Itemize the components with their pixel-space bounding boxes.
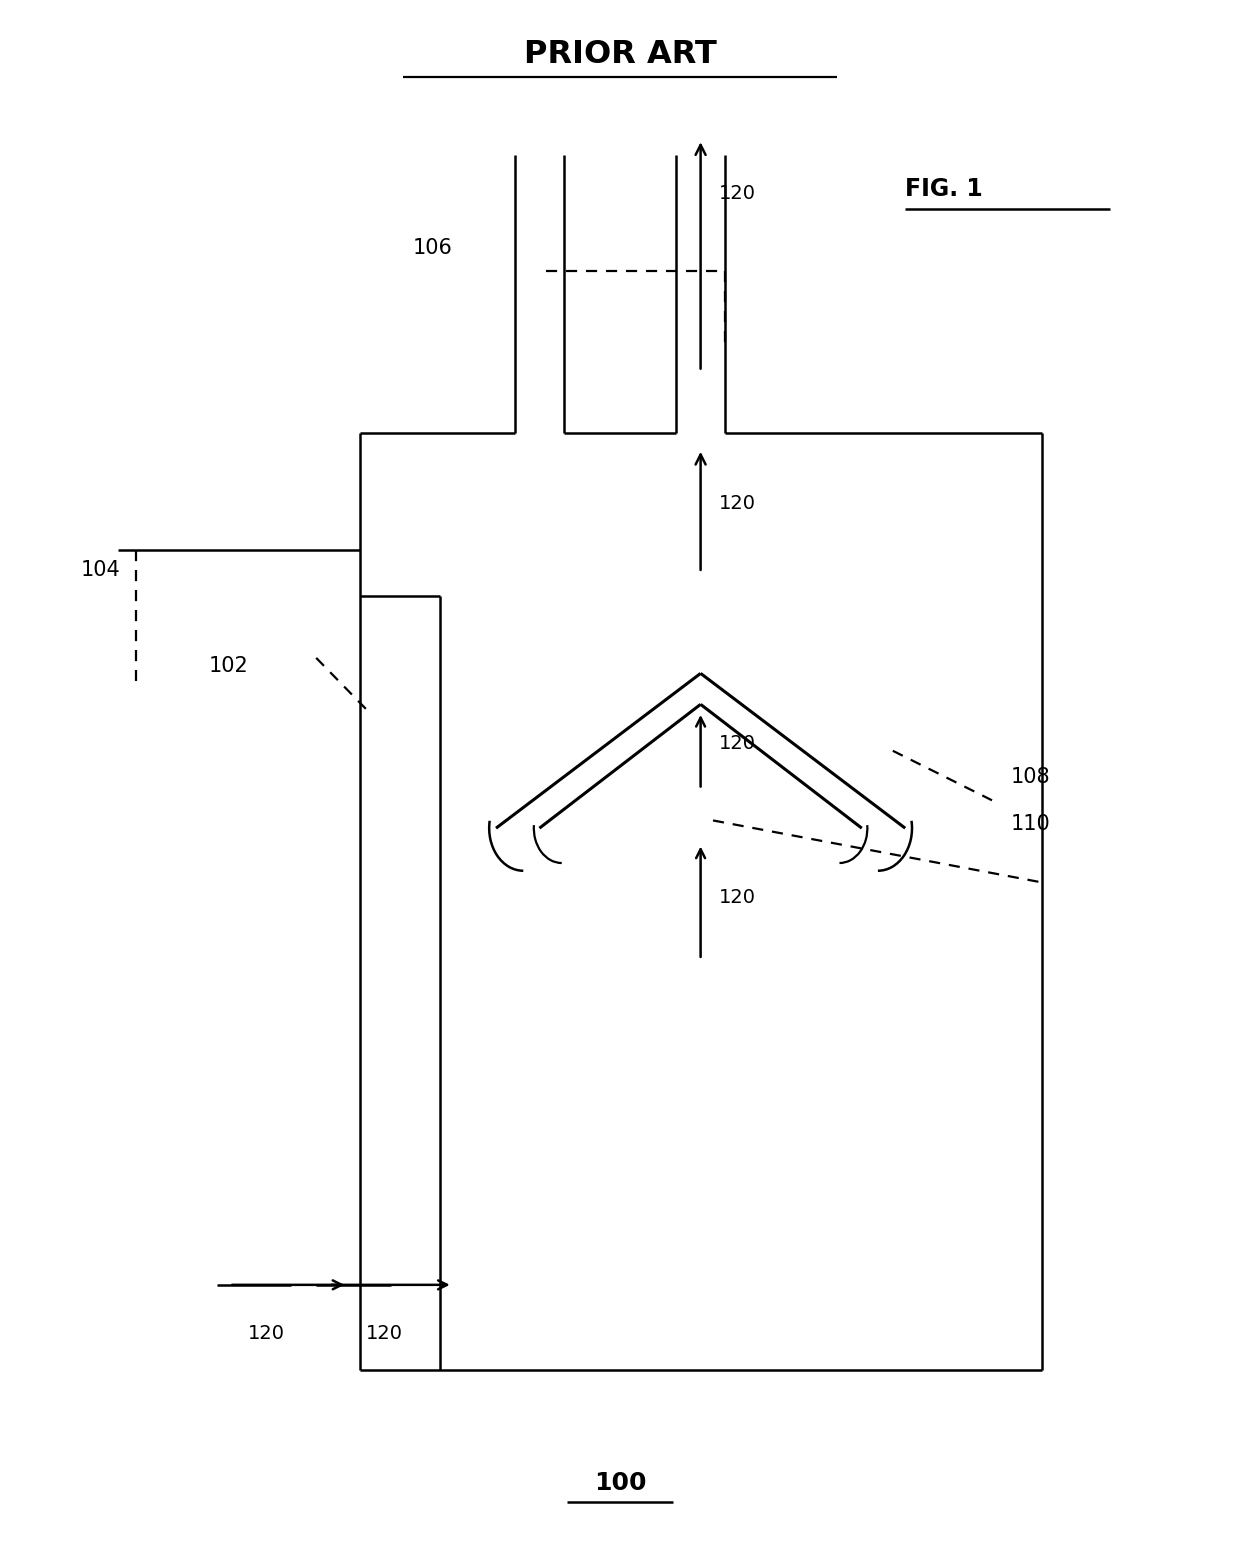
Text: 120: 120 — [366, 1324, 403, 1342]
Text: 120: 120 — [719, 494, 756, 512]
Text: 120: 120 — [719, 734, 756, 752]
Text: 100: 100 — [594, 1471, 646, 1495]
Text: 106: 106 — [413, 238, 453, 257]
Text: 102: 102 — [208, 656, 248, 675]
Text: 110: 110 — [1011, 814, 1050, 833]
Text: PRIOR ART: PRIOR ART — [523, 39, 717, 70]
Text: 120: 120 — [719, 184, 756, 203]
Text: FIG. 1: FIG. 1 — [905, 176, 983, 201]
Text: 120: 120 — [719, 889, 756, 907]
Text: 104: 104 — [81, 560, 120, 579]
Text: 108: 108 — [1011, 768, 1050, 786]
Text: 120: 120 — [248, 1324, 285, 1342]
